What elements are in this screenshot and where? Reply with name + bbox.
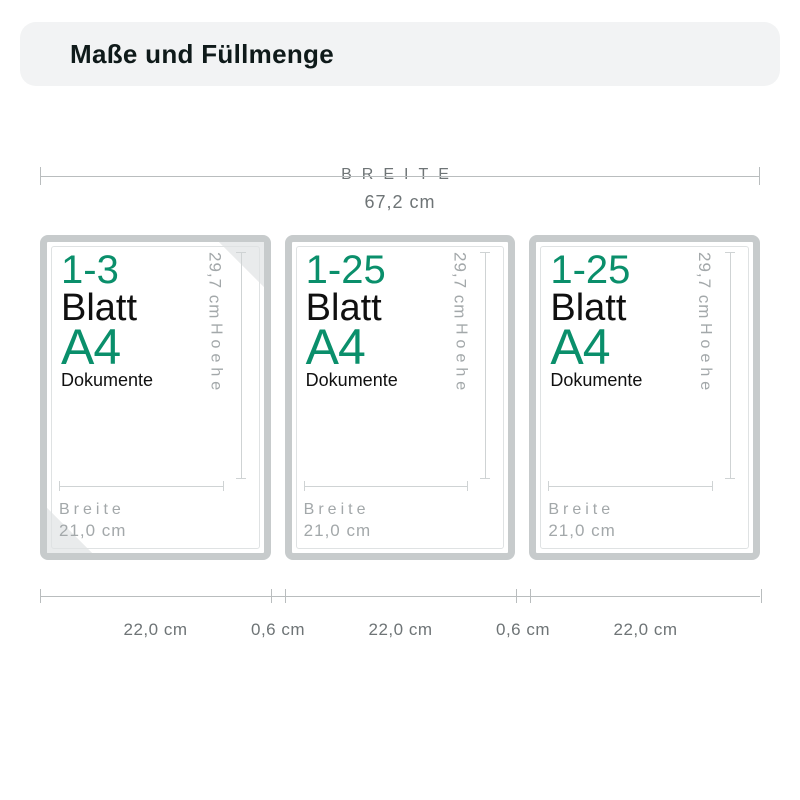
width-guide [548, 486, 713, 487]
segment-label: 0,6 cm [496, 620, 550, 640]
ruler-tick [530, 589, 531, 603]
page-title: Maße und Füllmenge [70, 39, 334, 70]
panel-1: 1-3BlattA4Dokumente29,7 cmHoeheBreite21,… [40, 235, 271, 560]
width-label: Breite [59, 500, 126, 520]
format-label: A4 [306, 322, 499, 373]
header-pill: Maße und Füllmenge [20, 22, 780, 86]
width-label: Breite [548, 500, 615, 520]
segment-label: 22,0 cm [124, 620, 188, 640]
width-guide [304, 486, 469, 487]
sheet-range: 1-25 [306, 250, 499, 291]
ruler-tick [516, 589, 517, 603]
width-dimension: Breite21,0 cm [548, 500, 615, 541]
capacity-block: 1-3BlattA4Dokumente [61, 250, 254, 389]
segment-label: 22,0 cm [369, 620, 433, 640]
width-guide [59, 486, 224, 487]
panels-row: 1-3BlattA4Dokumente29,7 cmHoeheBreite21,… [40, 235, 760, 560]
bottom-ruler [40, 596, 760, 597]
ruler-tick [40, 589, 41, 603]
documents-label: Dokumente [61, 371, 254, 389]
width-dimension: Breite21,0 cm [59, 500, 126, 541]
sheet-range: 1-25 [550, 250, 743, 291]
capacity-block: 1-25BlattA4Dokumente [550, 250, 743, 389]
documents-label: Dokumente [306, 371, 499, 389]
format-label: A4 [550, 322, 743, 373]
documents-label: Dokumente [550, 371, 743, 389]
total-width-ruler [40, 176, 760, 177]
width-value: 21,0 cm [548, 520, 615, 541]
sheet-range: 1-3 [61, 250, 254, 291]
panel-3: 1-25BlattA4Dokumente29,7 cmHoeheBreite21… [529, 235, 760, 560]
width-value: 21,0 cm [59, 520, 126, 541]
ruler-tick [761, 589, 762, 603]
segment-label: 0,6 cm [251, 620, 305, 640]
width-value: 21,0 cm [304, 520, 371, 541]
total-width-label: BREITE [0, 166, 800, 184]
panel-2: 1-25BlattA4Dokumente29,7 cmHoeheBreite21… [285, 235, 516, 560]
format-label: A4 [61, 322, 254, 373]
ruler-tick [271, 589, 272, 603]
width-dimension: Breite21,0 cm [304, 500, 371, 541]
total-width-value: 67,2 cm [0, 192, 800, 213]
width-label: Breite [304, 500, 371, 520]
infographic-root: Maße und Füllmenge BREITE 67,2 cm 1-3Bla… [0, 0, 800, 800]
segment-label: 22,0 cm [614, 620, 678, 640]
capacity-block: 1-25BlattA4Dokumente [306, 250, 499, 389]
ruler-tick [285, 589, 286, 603]
